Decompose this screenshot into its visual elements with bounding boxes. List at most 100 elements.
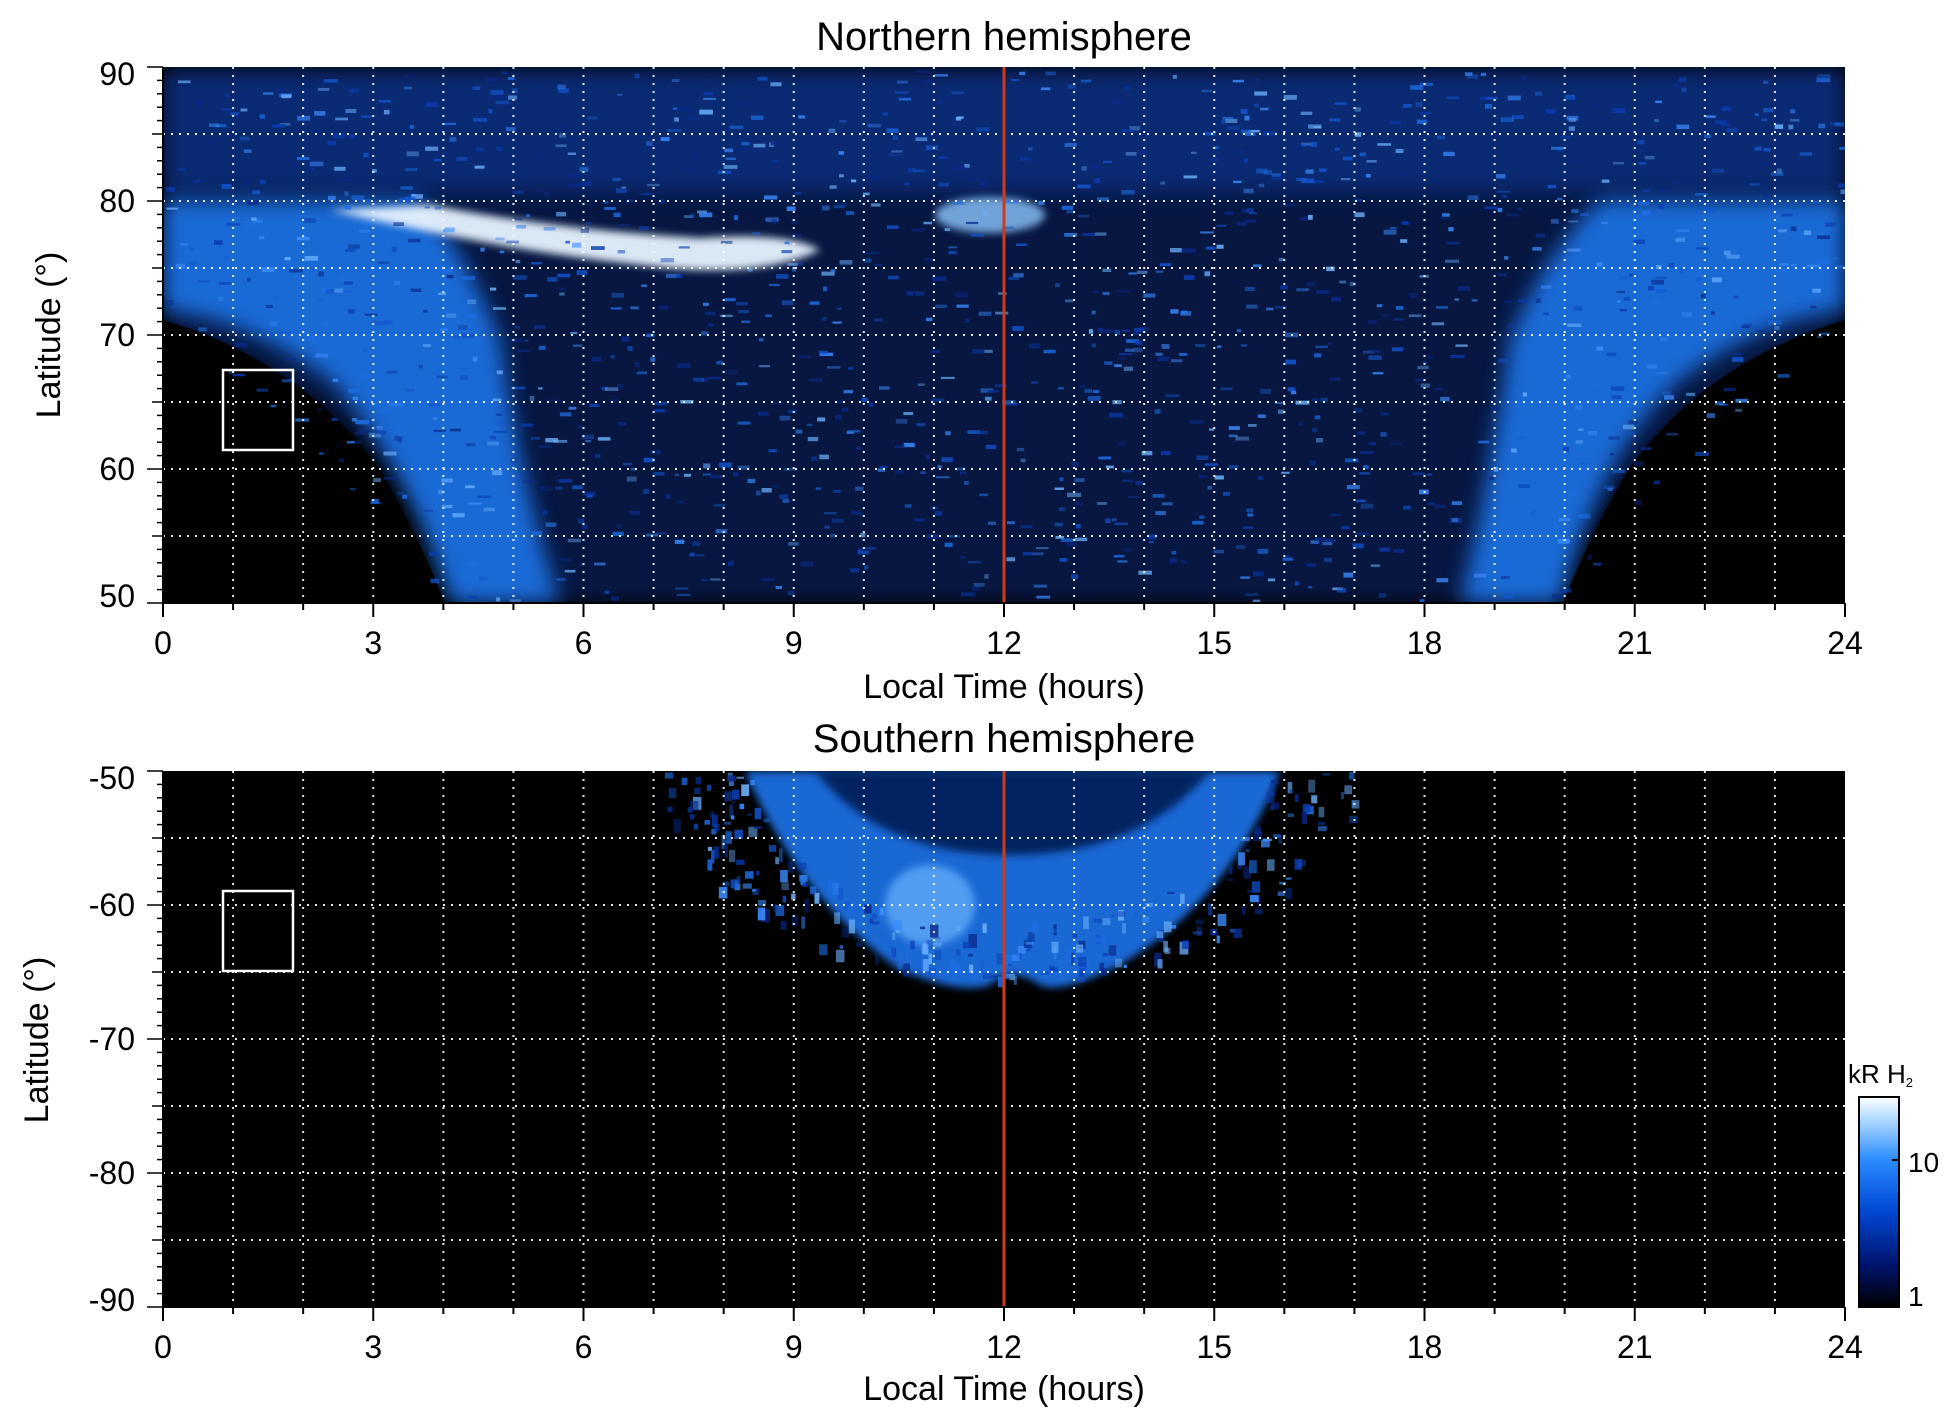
north-speckle [677, 363, 690, 368]
north-speckle [318, 88, 329, 91]
north-speckle [497, 147, 503, 151]
south-speckle [1217, 935, 1220, 943]
north-speckle [1654, 481, 1661, 485]
north-speckle [811, 457, 817, 461]
north-speckle [1223, 492, 1230, 496]
north-speckle [334, 167, 345, 171]
north-speckle [1331, 297, 1341, 302]
south-speckle [747, 813, 752, 816]
south-speckle [729, 781, 734, 786]
north-speckle [1712, 169, 1724, 173]
north-speckle [1214, 550, 1225, 554]
north-speckle [1379, 548, 1390, 552]
north-speckle [324, 79, 338, 83]
north-speckle [1339, 281, 1346, 284]
north-speckle [703, 98, 716, 100]
north-speckle [1132, 333, 1139, 335]
north-speckle [376, 426, 382, 430]
north-speckle [926, 455, 930, 460]
north-speckle [937, 100, 942, 104]
north-speckle [556, 212, 566, 216]
north-speckle [1619, 276, 1628, 280]
north-speckle [1755, 113, 1759, 116]
north-speckle [271, 405, 277, 408]
north-speckle [189, 248, 195, 251]
north-speckle [1607, 353, 1617, 357]
north-speckle [1695, 193, 1708, 196]
north-speckle [1813, 201, 1818, 204]
north-speckle [917, 423, 926, 426]
north-speckle [1373, 372, 1384, 374]
north-speckle [935, 305, 947, 308]
north-speckle [1705, 207, 1715, 212]
north-speckle [1059, 477, 1063, 481]
north-speckle [1319, 169, 1327, 172]
north-speckle [497, 370, 503, 374]
south-speckle [891, 946, 895, 958]
south-speckle [1319, 807, 1325, 818]
north-speckle [1302, 144, 1306, 146]
north-speckle [1774, 326, 1779, 330]
north-speckle [1368, 355, 1381, 360]
north-speckle [1602, 180, 1610, 183]
south-title: Southern hemisphere [813, 717, 1195, 761]
north-speckle [654, 472, 665, 475]
north-speckle [1119, 353, 1133, 355]
north-speckle [1799, 137, 1808, 140]
south-speckle [949, 958, 955, 972]
north-speckle [547, 277, 557, 282]
north-speckle [353, 397, 358, 400]
north-speckle [628, 346, 633, 351]
north-speckle [798, 262, 804, 265]
north-speckle [1366, 174, 1371, 178]
north-speckle [1389, 121, 1400, 124]
north-speckle [761, 578, 775, 581]
south-speckle [694, 788, 700, 794]
north-speckle [391, 247, 396, 252]
north-speckle [1458, 286, 1471, 291]
south-speckle [998, 977, 1003, 987]
north-speckle [234, 343, 247, 348]
south-speckle [828, 881, 835, 892]
north-speckle [568, 153, 576, 155]
north-speckle [553, 440, 567, 443]
north-speckle [832, 519, 843, 523]
south-speckle [775, 857, 779, 864]
north-speckle [1098, 328, 1103, 332]
north-speckle [437, 376, 448, 378]
north-speckle [373, 478, 381, 482]
north-speckle [582, 182, 591, 186]
north-speckle [1103, 161, 1112, 163]
north-speckle [1179, 353, 1187, 356]
north-speckle [443, 123, 456, 125]
north-speckle [361, 349, 368, 352]
north-speckle [517, 350, 529, 352]
north-speckle [1835, 122, 1844, 126]
north-speckle [610, 355, 615, 358]
north-speckle [1384, 230, 1397, 235]
north-speckle [1227, 126, 1240, 130]
north-speckle [1241, 109, 1248, 114]
north-speckle [1518, 299, 1529, 302]
north-speckle [1204, 271, 1210, 276]
north-speckle [477, 496, 491, 498]
north-speckle [1068, 84, 1077, 88]
north-speckle [915, 133, 928, 138]
north-speckle [703, 474, 711, 476]
south-speckle [1250, 895, 1259, 902]
north-speckle [1141, 149, 1147, 154]
north-speckle [1567, 324, 1581, 327]
north-speckle [968, 561, 981, 563]
north-speckle [611, 307, 622, 309]
south-speckle [673, 819, 680, 833]
north-speckle [1390, 227, 1397, 229]
north-speckle [219, 282, 231, 285]
north-speckle [1380, 432, 1386, 437]
north-speckle [972, 349, 983, 354]
north-speckle [570, 138, 575, 141]
north-speckle [776, 274, 788, 279]
south-speckle [669, 788, 676, 798]
north-speckle [578, 519, 584, 524]
north-speckle [888, 276, 899, 280]
north-speckle [1077, 185, 1091, 189]
